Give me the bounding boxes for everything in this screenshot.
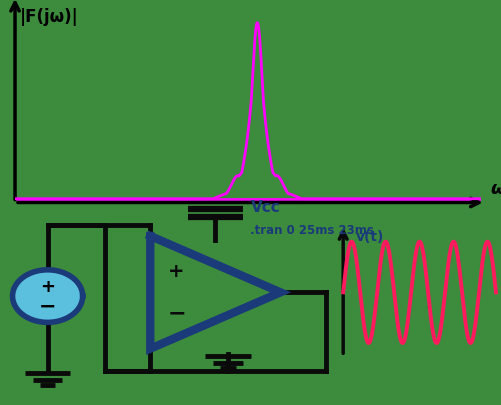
Text: −: −: [168, 303, 186, 323]
Text: +: +: [40, 278, 55, 296]
Polygon shape: [150, 236, 281, 349]
Text: |F(jω)|: |F(jω)|: [20, 8, 79, 26]
Text: v(t): v(t): [356, 230, 384, 244]
Text: .tran 0 25ms 23ms: .tran 0 25ms 23ms: [250, 224, 374, 237]
Polygon shape: [13, 270, 83, 322]
Text: Vcc: Vcc: [250, 200, 280, 215]
Text: ω: ω: [490, 181, 501, 198]
Text: −: −: [39, 296, 56, 317]
Text: +: +: [168, 262, 184, 281]
